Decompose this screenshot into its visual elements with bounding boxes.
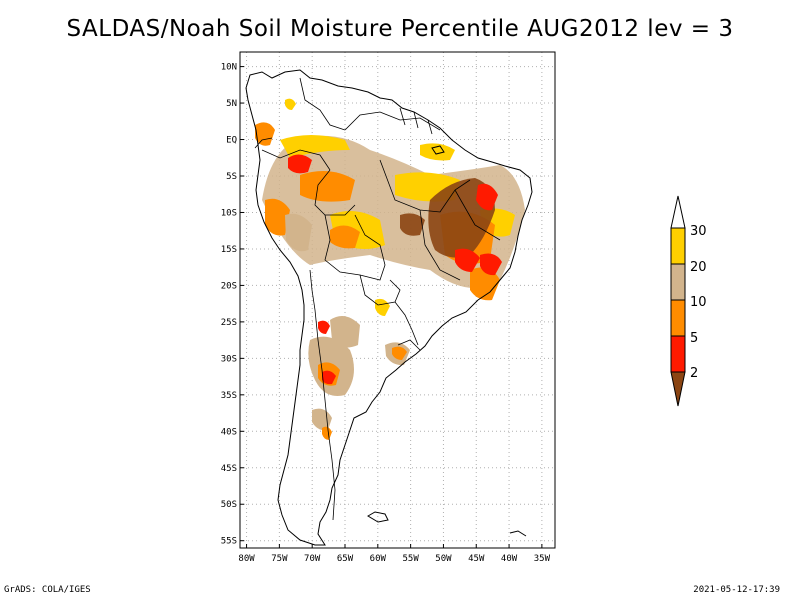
colorbar-label-30: 30: [690, 224, 707, 239]
lat-tick-label-8: 30S: [221, 354, 237, 364]
islands: [367, 145, 527, 537]
colorbar: 30 20 10 5 2: [670, 195, 707, 407]
lat-tick-label-1: 5N: [226, 99, 237, 109]
lon-tick-label-7: 45W: [468, 554, 485, 564]
lon-tick-label-0: 80W: [238, 554, 255, 564]
border-bolivia: [324, 214, 386, 281]
lon-tick-label-9: 35W: [534, 554, 551, 564]
lon-tick-label-6: 50W: [435, 554, 452, 564]
border-chile-argentina: [309, 269, 336, 521]
soil-moisture-shading: [255, 98, 525, 440]
shading-5-10-uruguay: [392, 346, 407, 360]
falkland-islands: [367, 511, 389, 523]
border-uruguay: [397, 339, 421, 351]
lat-tick-label-11: 45S: [221, 464, 237, 474]
lon-tick-label-5: 55W: [402, 554, 419, 564]
shading-2-5-northeast: [476, 183, 498, 211]
border-peru-brazil: [314, 169, 356, 216]
lat-tick-label-9: 35S: [221, 391, 237, 401]
colorbar-bottom-triangle: [670, 371, 686, 407]
shading-5-10-amazon: [300, 171, 355, 202]
shading-20-30-patagonia: [312, 408, 332, 431]
lat-tick-label-0: 10N: [221, 63, 237, 73]
colorbar-5-10: [670, 299, 686, 337]
shading-2-5-north: [288, 154, 312, 174]
marajo-island: [431, 145, 445, 155]
map-frame: [239, 51, 556, 549]
lat-tick-label-7: 25S: [221, 318, 237, 328]
shading-5-10-bolivia: [330, 225, 360, 249]
lon-tick-label-2: 70W: [304, 554, 321, 564]
shading-20-30-bolivia-south: [375, 298, 390, 316]
colorbar-10-20: [670, 263, 686, 301]
lon-tick-label-3: 65W: [337, 554, 354, 564]
border-brazil-states: [379, 159, 501, 281]
border-guianas: [399, 107, 433, 135]
footer-timestamp: 2021-05-12-17:39: [693, 585, 780, 595]
south-america-coastline: [245, 69, 533, 546]
colorbar-20-30: [670, 227, 686, 265]
shading-20-30-peru: [265, 198, 290, 236]
lat-tick-label-13: 55S: [221, 537, 237, 547]
shading-20-30-north: [280, 135, 350, 158]
lat-tick-label-5: 15S: [221, 245, 237, 255]
colorbar-top-triangle: [670, 195, 686, 229]
map-title: SALDAS/Noah Soil Moisture Percentile AUG…: [66, 16, 734, 42]
colorbar-label-2: 2: [690, 366, 698, 381]
shading-20-30-chile: [322, 426, 332, 440]
shading-2-5-east: [455, 248, 480, 272]
map-axes: 80W 75W 70W 65W 60W 55W 50W 45W 40W 35W 10N 5N EQ 5S 1…: [221, 63, 551, 564]
shading-20-30-northcoast: [420, 143, 455, 161]
shading-2-5-argentina: [322, 370, 336, 385]
footer-credit: GrADS: COLA/IGES: [4, 585, 91, 595]
border-argentina-brazil: [394, 301, 419, 346]
border-paraguay: [359, 274, 401, 306]
lat-tick-label-6: 20S: [221, 281, 237, 291]
shading-20-30-venezuela: [285, 98, 296, 110]
lat-tick-label-12: 50S: [221, 500, 237, 510]
lat-tick-label-4: 10S: [221, 208, 237, 218]
lat-tick-label-3: 5S: [226, 172, 237, 182]
shading-below-2-center: [400, 213, 425, 236]
lon-tick-label-8: 40W: [501, 554, 518, 564]
shading-10-20-peru: [285, 213, 312, 252]
lon-tick-label-4: 60W: [370, 554, 387, 564]
shading-10-20-andes: [330, 316, 360, 348]
shading-2-5-chaco: [318, 320, 330, 334]
country-borders: [254, 77, 501, 521]
border-colombia-venezuela: [299, 77, 346, 131]
shading-5-10-south: [470, 267, 500, 301]
map-grid: [240, 52, 555, 548]
shading-20-30-colombia: [255, 122, 275, 146]
border-brazil-north: [344, 111, 441, 131]
colorbar-label-20: 20: [690, 260, 707, 275]
lat-tick-label-10: 40S: [221, 427, 237, 437]
shading-2-5-south-east: [480, 253, 502, 276]
colorbar-2-5: [670, 335, 686, 373]
colorbar-label-10: 10: [690, 295, 707, 310]
south-georgia: [509, 530, 527, 537]
colorbar-label-5: 5: [690, 331, 698, 346]
border-colombia-peru: [261, 149, 331, 171]
lat-tick-label-2: EQ: [226, 136, 237, 146]
lon-tick-label-1: 75W: [271, 554, 288, 564]
border-ecuador: [254, 137, 273, 149]
